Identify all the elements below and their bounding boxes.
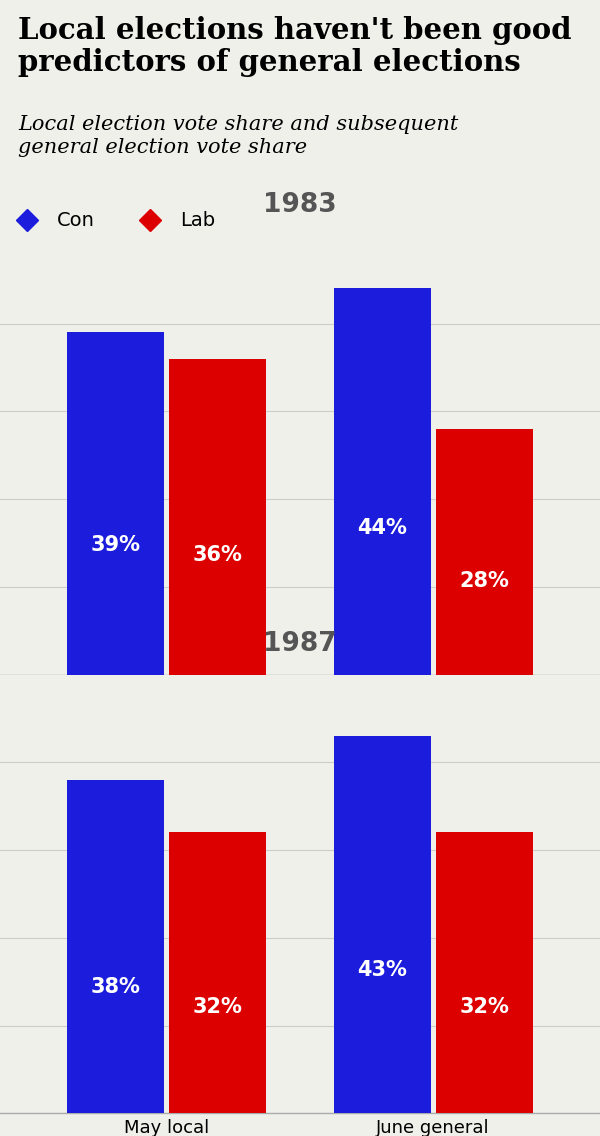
Text: 44%: 44% <box>358 518 407 537</box>
Text: Lab: Lab <box>180 210 215 229</box>
Bar <box>334 289 431 675</box>
Bar <box>334 736 431 1113</box>
Text: Local elections haven't been good
predictors of general elections: Local elections haven't been good predic… <box>18 16 571 77</box>
Bar <box>169 833 266 1113</box>
Bar <box>436 833 533 1113</box>
Bar <box>169 359 266 675</box>
Bar <box>67 779 164 1113</box>
Text: 39%: 39% <box>91 535 141 554</box>
Text: 32%: 32% <box>193 996 242 1017</box>
Bar <box>67 333 164 675</box>
Text: 38%: 38% <box>91 977 141 996</box>
Text: 1987: 1987 <box>263 630 337 657</box>
Text: 1983: 1983 <box>263 192 337 218</box>
Text: Con: Con <box>57 210 95 229</box>
Text: Local election vote share and subsequent
general election vote share: Local election vote share and subsequent… <box>18 115 458 157</box>
Text: 28%: 28% <box>459 571 509 591</box>
Bar <box>436 429 533 675</box>
Text: 43%: 43% <box>358 960 407 980</box>
Text: 32%: 32% <box>459 996 509 1017</box>
Text: 36%: 36% <box>193 544 242 565</box>
